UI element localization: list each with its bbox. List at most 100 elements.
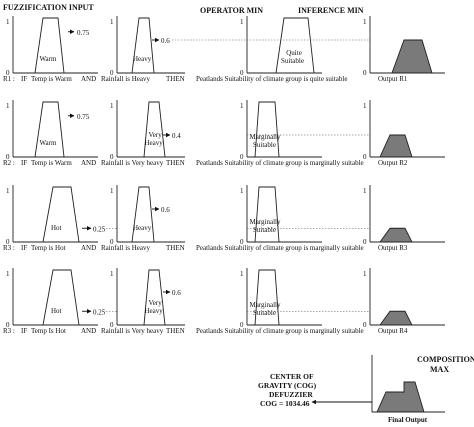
suit-panel-tick-0: 0: [240, 321, 244, 329]
temp-term-label: Warm: [40, 139, 57, 147]
suit-membership-function: [254, 186, 280, 243]
rain-term-label: Heavy: [133, 224, 152, 232]
temp-membership-function: [34, 101, 65, 158]
rain-panel-tick-1: 1: [110, 187, 114, 195]
suit-term-label: Marginally: [250, 301, 281, 309]
suit-panel-tick-1: 1: [240, 18, 244, 26]
rain-membership-function: [143, 269, 166, 326]
suit-panel-tick-0: 0: [240, 69, 244, 77]
temp-term-label: Hot: [51, 224, 62, 232]
rule-rain-clause: Rainfall is Very heavy: [101, 159, 164, 167]
suit-panel-tick-1: 1: [240, 187, 244, 195]
rain-membership-function: [131, 186, 155, 243]
rain-term-label: Very: [149, 131, 163, 139]
output-clipped-area: [391, 39, 433, 74]
rule-and: AND: [81, 159, 96, 167]
rain-panel-tick-0: 0: [110, 238, 114, 246]
temp-panel-tick-1: 1: [6, 102, 10, 110]
temp-membership-function: [34, 17, 65, 74]
output-panel-tick-0: 0: [363, 69, 367, 77]
rain-value-label: 0.6: [161, 206, 170, 214]
rule-if: IF: [21, 327, 27, 335]
output-panel-tick-1: 1: [363, 18, 367, 26]
suit-term-label: Marginally: [250, 133, 281, 141]
rain-panel-tick-1: 1: [110, 18, 114, 26]
output-clipped-area: [379, 227, 413, 243]
rule-id: R3 :: [3, 327, 15, 335]
rain-term-label: Heavy: [145, 307, 164, 315]
suit-panel-tick-0: 0: [240, 238, 244, 246]
rain-membership-function: [143, 101, 166, 158]
defuzz-line3: DEFUZZIER: [269, 390, 313, 399]
rule-temp-clause: Temp is Hot: [31, 244, 66, 252]
suit-term-label: Marginally: [250, 218, 281, 226]
header-inference: INFERENCE MIN: [298, 6, 364, 15]
rain-panel-tick-0: 0: [110, 153, 114, 161]
defuzz-line2: GRAVITY (COG): [258, 381, 317, 390]
suit-membership-function: [254, 101, 280, 158]
output-label: Output R3: [378, 244, 408, 252]
rule-if: IF: [21, 159, 27, 167]
output-panel-tick-1: 1: [363, 270, 367, 278]
rain-panel-tick-0: 0: [110, 321, 114, 329]
rule-if: IF: [21, 244, 27, 252]
suit-term-label: Suitable: [281, 57, 304, 65]
rule-consequent: Peatlands Suitability of climate group i…: [196, 327, 364, 335]
rule-temp-clause: Temp is Warm: [31, 159, 72, 167]
temp-membership-function: [42, 269, 80, 326]
rain-panel-tick-1: 1: [110, 102, 114, 110]
rain-term-label: Very: [149, 299, 163, 307]
rule-then: THEN: [166, 159, 185, 167]
temp-panel-tick-1: 1: [6, 270, 10, 278]
suit-term-label: Quite: [286, 49, 302, 57]
output-panel-tick-1: 1: [363, 102, 367, 110]
temp-panel-tick-0: 0: [6, 321, 10, 329]
suit-membership-function: [275, 17, 315, 74]
suit-term-label: Suitable: [253, 309, 276, 317]
suit-term-label: Suitable: [253, 141, 276, 149]
output-label: Output R2: [378, 159, 408, 167]
rule-temp-clause: Temp Is Hot: [31, 327, 66, 335]
rule-rain-clause: Rainfall is Heavy: [101, 75, 150, 83]
suit-panel-tick-1: 1: [240, 270, 244, 278]
temp-value-label: 0.75: [77, 113, 90, 121]
rule-if: IF: [21, 75, 27, 83]
temp-panel-tick-1: 1: [6, 187, 10, 195]
header-fuzzification: FUZZIFICATION INPUT: [3, 3, 94, 12]
composition-panel: COMPOSITION MAX Final Output CENTER OF G…: [258, 355, 474, 424]
rule-rows: 10Warm0.7510Heavy0.610QuiteSuitable10Out…: [3, 16, 445, 335]
suit-panel-tick-0: 0: [240, 153, 244, 161]
output-panel-tick-1: 1: [363, 187, 367, 195]
temp-panel-tick-0: 0: [6, 69, 10, 77]
rule-consequent: Peatlands Suitability of climate group i…: [196, 244, 364, 252]
temp-term-label: Hot: [51, 307, 62, 315]
rule-id: R1 :: [3, 75, 15, 83]
rain-value-label: 0.6: [172, 289, 181, 297]
rain-panel-tick-1: 1: [110, 270, 114, 278]
rule-then: THEN: [166, 75, 185, 83]
output-panel-tick-0: 0: [363, 238, 367, 246]
rule-rain-clause: Rainfall is Very heavy: [101, 327, 164, 335]
temp-panel-tick-1: 1: [6, 18, 10, 26]
temp-value-label: 0.25: [93, 308, 106, 316]
header-composition-line2: MAX: [430, 365, 449, 374]
suit-panel-tick-1: 1: [240, 102, 244, 110]
temp-value-label: 0.25: [93, 225, 106, 233]
output-panel-tick-0: 0: [363, 153, 367, 161]
rain-value-label: 0.4: [172, 132, 181, 140]
header-composition-line1: COMPOSITION: [417, 355, 474, 364]
rule-and: AND: [81, 244, 96, 252]
temp-membership-function: [42, 186, 80, 243]
final-output-area: [376, 381, 425, 413]
rain-term-label: Heavy: [133, 55, 152, 63]
rule-rain-clause: Rainfall is Heavy: [101, 244, 150, 252]
rule-consequent: Peatlands Suitability of climate group i…: [196, 75, 347, 83]
rain-term-label: Heavy: [145, 139, 164, 147]
rule-and: AND: [81, 327, 96, 335]
output-label: Output R1: [378, 75, 408, 83]
rule-then: THEN: [166, 244, 185, 252]
rain-panel-tick-0: 0: [110, 69, 114, 77]
